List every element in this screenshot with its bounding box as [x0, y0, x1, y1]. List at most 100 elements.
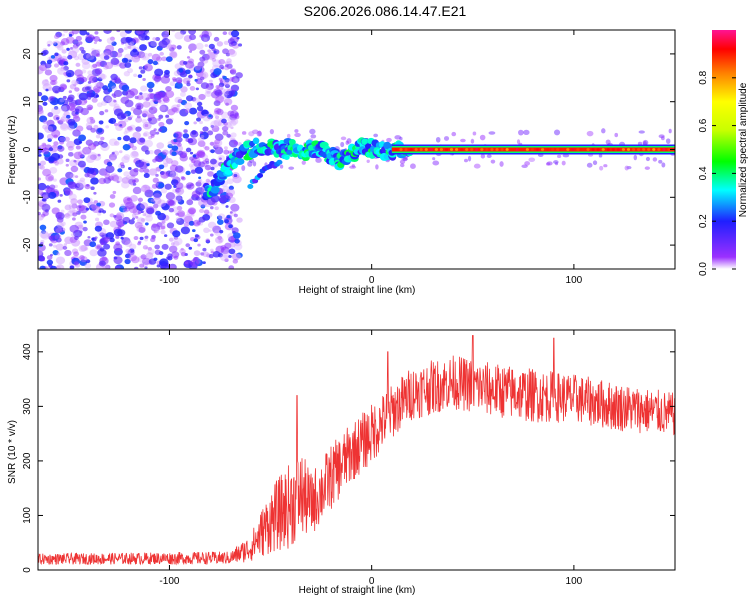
- heat-cell: [113, 228, 123, 237]
- heat-cell: [147, 41, 151, 45]
- heat-cell: [185, 95, 194, 102]
- heat-cell: [60, 105, 68, 112]
- heat-cell: [91, 48, 95, 51]
- heat-cell: [187, 207, 197, 215]
- heat-cell: [185, 69, 191, 75]
- heat-cell: [79, 230, 83, 234]
- heat-cell: [38, 189, 44, 195]
- y-tick-label: -10: [22, 190, 33, 205]
- heat-cell: [128, 59, 132, 63]
- heat-cell: [148, 258, 157, 265]
- heat-cell: [233, 141, 238, 145]
- heat-cell: [210, 120, 220, 129]
- heat-cell: [208, 229, 212, 232]
- heat-cell: [209, 233, 214, 237]
- heat-cell: [164, 90, 175, 99]
- heat-cell: [224, 258, 229, 262]
- heat-cell: [665, 138, 671, 144]
- heat-cell: [105, 125, 110, 129]
- heat-cell: [57, 67, 66, 75]
- heat-cell: [53, 134, 58, 139]
- heat-cell: [59, 227, 66, 233]
- heat-cell: [97, 153, 101, 157]
- heat-cell: [200, 135, 205, 139]
- heat-cell: [174, 96, 183, 104]
- heat-cell: [127, 125, 133, 131]
- heat-cell: [75, 62, 81, 67]
- heat-cell: [154, 244, 160, 250]
- spectrogram-ylabel: Frequency (Hz): [7, 116, 18, 185]
- heat-cell: [185, 243, 191, 248]
- heat-cell: [571, 148, 575, 151]
- heat-cell: [230, 126, 234, 130]
- heat-cell: [218, 157, 222, 160]
- heat-cell: [38, 211, 41, 216]
- heat-cell: [63, 30, 69, 34]
- heat-cell: [179, 248, 186, 255]
- heat-cell: [124, 41, 133, 48]
- heat-cell: [182, 133, 190, 139]
- heat-cell: [174, 31, 184, 40]
- colorbar-label: Normalized spectral amplitude: [738, 82, 749, 217]
- heat-cell: [86, 116, 96, 125]
- heat-cell: [144, 139, 154, 148]
- heat-cell: [123, 46, 128, 51]
- heat-cell: [165, 86, 172, 92]
- heat-cell: [127, 249, 135, 256]
- heat-cell: [84, 262, 92, 269]
- heat-cell: [215, 95, 225, 103]
- heat-cell: [178, 68, 184, 73]
- heat-cell: [103, 30, 112, 34]
- heat-cell: [220, 254, 229, 262]
- heat-cell: [200, 204, 206, 209]
- heat-cell: [114, 175, 123, 184]
- heat-cell: [151, 234, 156, 239]
- heat-cell: [117, 120, 127, 128]
- heat-cell: [154, 155, 163, 162]
- heat-cell: [160, 187, 168, 194]
- heat-cell: [123, 198, 133, 207]
- heat-cell: [70, 165, 79, 173]
- heat-cell: [283, 154, 290, 160]
- heat-cell: [154, 229, 160, 234]
- heat-cell: [51, 79, 58, 86]
- heat-cell: [116, 180, 120, 184]
- heat-cell: [169, 81, 176, 87]
- heat-cell: [66, 103, 76, 111]
- heat-cell: [147, 52, 153, 57]
- heat-cell: [404, 148, 408, 151]
- heat-cell: [188, 34, 196, 41]
- heat-cell: [99, 60, 108, 68]
- heat-cell: [213, 142, 220, 148]
- heat-cell: [68, 203, 77, 210]
- heat-cell: [171, 145, 179, 151]
- heat-cell: [551, 148, 555, 151]
- heat-cell: [66, 96, 74, 103]
- heat-cell: [135, 216, 139, 219]
- heat-cell: [40, 60, 46, 66]
- heat-cell: [69, 265, 75, 269]
- heat-cell: [59, 118, 65, 124]
- heat-cell: [63, 61, 69, 66]
- heat-cell: [490, 148, 494, 151]
- heat-cell: [45, 88, 49, 92]
- heat-cell: [139, 263, 145, 268]
- heat-cell: [81, 62, 91, 70]
- heat-cell: [463, 158, 469, 163]
- heat-cell: [142, 213, 147, 217]
- heat-cell: [434, 148, 438, 151]
- heat-cell: [65, 158, 70, 163]
- heat-cell: [38, 107, 44, 115]
- heat-cell: [41, 192, 51, 200]
- heat-cell: [183, 30, 189, 33]
- heat-cell: [87, 106, 93, 111]
- heat-cell: [224, 219, 230, 224]
- heat-cell: [223, 40, 229, 45]
- heat-cell: [53, 141, 59, 146]
- heat-cell: [55, 31, 63, 38]
- heat-cell: [257, 173, 264, 179]
- heat-cell: [69, 224, 79, 233]
- heat-cell: [81, 69, 87, 74]
- heat-cell: [155, 210, 162, 216]
- heat-cell: [108, 202, 116, 208]
